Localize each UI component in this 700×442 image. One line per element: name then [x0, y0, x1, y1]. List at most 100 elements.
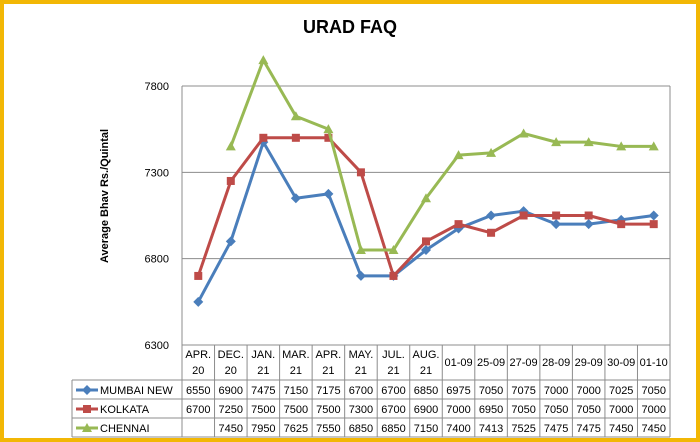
x-tick-label: 20	[192, 365, 204, 377]
data-label: 7050	[641, 385, 665, 397]
data-point	[194, 271, 203, 280]
legend-key-marker	[82, 423, 92, 432]
data-label: 7500	[284, 404, 308, 416]
data-point	[519, 211, 528, 220]
plot-area: 6300 6800 7300 7800	[145, 55, 671, 352]
x-tick-label: 28-09	[542, 357, 570, 369]
data-label: 7450	[219, 423, 243, 435]
x-tick-label: 30-09	[607, 357, 635, 369]
data-label: 7075	[511, 385, 535, 397]
data-point	[487, 228, 496, 237]
data-label: 7950	[251, 423, 275, 435]
y-tick-label: 6800	[145, 254, 169, 266]
data-point	[355, 270, 366, 281]
data-label: 6900	[414, 404, 438, 416]
series-line	[229, 58, 654, 252]
data-point	[551, 219, 562, 230]
data-point	[356, 168, 365, 177]
x-tick-label: 01-10	[640, 357, 668, 369]
data-point	[584, 211, 593, 220]
x-tick-label: APR.	[185, 349, 211, 361]
data-label: 7500	[316, 404, 340, 416]
legend-entry: MUMBAI NEW	[100, 385, 173, 397]
data-label: 6700	[186, 404, 210, 416]
data-label: 7050	[511, 404, 535, 416]
data-point	[583, 137, 594, 147]
x-tick-label: 21	[257, 365, 269, 377]
data-label: 7000	[576, 385, 600, 397]
data-point	[486, 147, 497, 157]
data-point	[290, 193, 301, 204]
x-tick-label: 25-09	[477, 357, 505, 369]
data-point	[291, 133, 300, 142]
data-point	[454, 220, 463, 229]
data-point	[453, 150, 464, 160]
data-label: 7625	[284, 423, 308, 435]
series-line	[196, 140, 654, 303]
data-point	[258, 55, 269, 65]
data-label: 7150	[414, 423, 438, 435]
x-tick-label: 21	[387, 365, 399, 377]
y-tick-label: 6300	[145, 340, 169, 352]
chart-title: URAD FAQ	[303, 17, 397, 37]
data-point	[648, 141, 659, 151]
data-point	[648, 210, 659, 221]
data-label: 7050	[544, 404, 568, 416]
data-point	[259, 133, 268, 142]
data-label: 6700	[381, 385, 405, 397]
data-point	[421, 193, 431, 203]
data-label: 7000	[609, 404, 633, 416]
legend-key-marker	[83, 405, 91, 413]
data-label: 6850	[349, 423, 373, 435]
data-point	[518, 128, 529, 138]
data-point	[225, 141, 236, 151]
data-label: 7413	[479, 423, 503, 435]
data-point	[551, 137, 562, 147]
data-label: 6850	[414, 385, 438, 397]
x-tick-label: 01-09	[444, 357, 472, 369]
data-label: 7450	[641, 423, 665, 435]
series-line	[196, 136, 654, 278]
data-point	[193, 296, 204, 307]
data-label: 7025	[609, 385, 633, 397]
data-table: APR. 20 DEC. 20 JAN. 21 MAR. 21 APR. 21 MAY. 21 JUL.…	[71, 344, 671, 438]
x-tick-label: 29-09	[575, 357, 603, 369]
data-point	[290, 111, 301, 121]
data-point	[355, 245, 366, 255]
data-label: 6975	[446, 385, 470, 397]
y-axis-label: Average Bhav Rs./Quintal	[99, 129, 111, 263]
x-tick-label: JUL.	[382, 349, 405, 361]
legend-entry: CHENNAI	[100, 423, 150, 435]
x-tick-label: 21	[420, 365, 432, 377]
y-tick-label: 7300	[145, 167, 169, 179]
data-label: 7000	[446, 404, 470, 416]
data-point	[617, 220, 626, 229]
data-point	[389, 271, 398, 280]
data-label: 7300	[349, 404, 373, 416]
x-tick-label: MAR.	[282, 349, 310, 361]
data-label: 7550	[316, 423, 340, 435]
data-point	[552, 211, 561, 220]
data-label: 6900	[219, 385, 243, 397]
data-label: 7000	[641, 404, 665, 416]
x-tick-label: DEC.	[218, 349, 244, 361]
data-label: 6950	[479, 404, 503, 416]
data-point	[649, 220, 658, 229]
legend-key-marker	[82, 385, 92, 395]
data-label: 7175	[316, 385, 340, 397]
data-point	[323, 124, 334, 134]
x-tick-label: APR.	[316, 349, 342, 361]
data-label: 7525	[511, 423, 535, 435]
data-point	[323, 188, 334, 199]
x-tick-label: JAN.	[251, 349, 275, 361]
data-label: 7500	[251, 404, 275, 416]
data-label: 6700	[381, 404, 405, 416]
x-tick-label: 21	[290, 365, 302, 377]
data-label: 7475	[544, 423, 568, 435]
x-tick-label: 21	[355, 365, 367, 377]
data-label: 7475	[576, 423, 600, 435]
data-label: 7400	[446, 423, 470, 435]
data-label: 6550	[186, 385, 210, 397]
